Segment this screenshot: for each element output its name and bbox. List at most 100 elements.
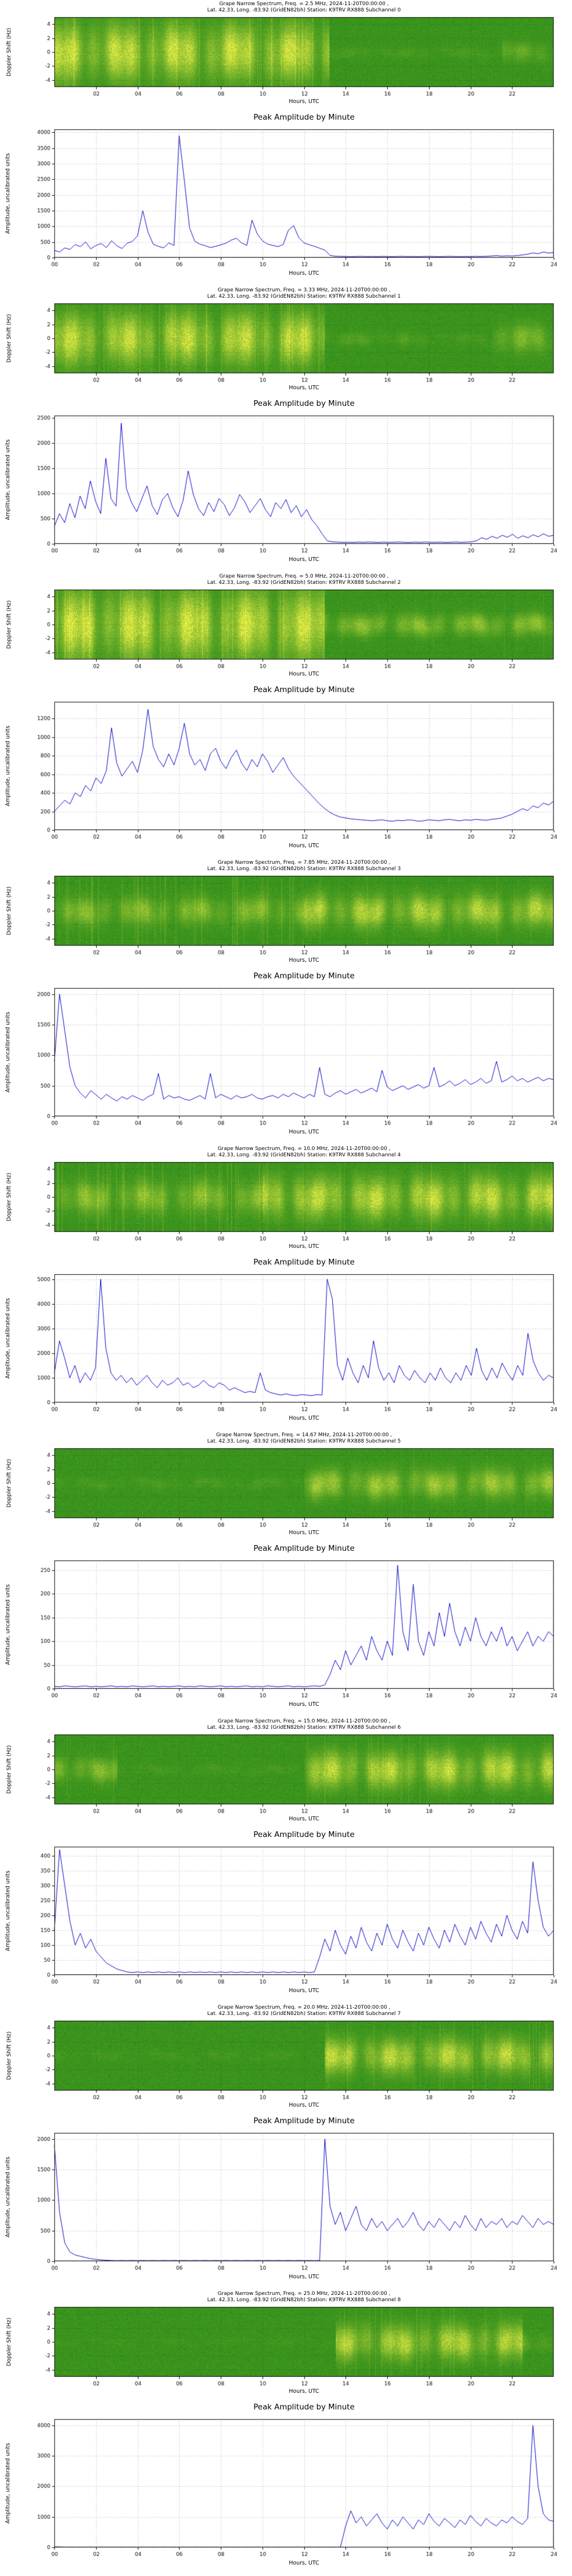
spectrogram-canvas-6 xyxy=(0,1717,572,1827)
peak-amplitude-figure: Peak Amplitude by Minute Amplitude, unca… xyxy=(0,396,572,572)
peak-amplitude-title: Peak Amplitude by Minute xyxy=(253,113,355,122)
spectrogram-canvas-8 xyxy=(0,2290,572,2400)
peak-amplitude-xlabel: Hours, UTC xyxy=(289,843,319,849)
subchannel-section-3: Grape Narrow Spectrum, Freq. = 7.85 MHz,… xyxy=(0,859,572,1145)
spectrogram-subtitle: Lat. 42.33, Long. -83.92 (GridEN82bh) St… xyxy=(207,2011,401,2017)
peak-amplitude-ylabel: Amplitude, uncalibrated units xyxy=(5,1870,11,1951)
peak-amplitude-title: Peak Amplitude by Minute xyxy=(253,1258,355,1267)
peak-amplitude-canvas-3 xyxy=(0,969,572,1145)
subchannel-section-5: Grape Narrow Spectrum, Freq. = 14.67 MHz… xyxy=(0,1431,572,1717)
spectrogram-title: Grape Narrow Spectrum, Freq. = 20.0 MHz,… xyxy=(217,2005,391,2010)
peak-amplitude-ylabel: Amplitude, uncalibrated units xyxy=(5,2156,11,2238)
subchannel-section-8: Grape Narrow Spectrum, Freq. = 25.0 MHz,… xyxy=(0,2290,572,2576)
spectrogram-figure: Grape Narrow Spectrum, Freq. = 7.85 MHz,… xyxy=(0,859,572,969)
spectrogram-subtitle: Lat. 42.33, Long. -83.92 (GridEN82bh) St… xyxy=(207,1152,401,1158)
spectrogram-xlabel: Hours, UTC xyxy=(289,957,319,963)
spectrogram-subtitle: Lat. 42.33, Long. -83.92 (GridEN82bh) St… xyxy=(207,1725,401,1730)
spectrogram-ylabel: Doppler Shift (Hz) xyxy=(6,27,13,77)
spectrogram-title: Grape Narrow Spectrum, Freq. = 10.0 MHz,… xyxy=(217,1146,391,1152)
spectrogram-canvas-4 xyxy=(0,1145,572,1255)
peak-amplitude-xlabel: Hours, UTC xyxy=(289,2560,319,2566)
spectrogram-title: Grape Narrow Spectrum, Freq. = 14.67 MHz… xyxy=(216,1432,392,1438)
spectrogram-xlabel: Hours, UTC xyxy=(289,1530,319,1536)
peak-amplitude-canvas-2 xyxy=(0,682,572,859)
peak-amplitude-figure: Peak Amplitude by Minute Amplitude, unca… xyxy=(0,969,572,1145)
spectrogram-xlabel: Hours, UTC xyxy=(289,385,319,391)
spectrogram-canvas-2 xyxy=(0,572,572,682)
spectrogram-figure: Grape Narrow Spectrum, Freq. = 2.5 MHz, … xyxy=(0,0,572,110)
peak-amplitude-figure: Peak Amplitude by Minute Amplitude, unca… xyxy=(0,110,572,286)
peak-amplitude-figure: Peak Amplitude by Minute Amplitude, unca… xyxy=(0,1827,572,2004)
peak-amplitude-xlabel: Hours, UTC xyxy=(289,2274,319,2280)
peak-amplitude-xlabel: Hours, UTC xyxy=(289,1988,319,1994)
peak-amplitude-figure: Peak Amplitude by Minute Amplitude, unca… xyxy=(0,1541,572,1717)
peak-amplitude-canvas-0 xyxy=(0,110,572,286)
spectrogram-xlabel: Hours, UTC xyxy=(289,2102,319,2108)
spectrogram-canvas-1 xyxy=(0,286,572,396)
spectrogram-xlabel: Hours, UTC xyxy=(289,2388,319,2395)
peak-amplitude-ylabel: Amplitude, uncalibrated units xyxy=(5,725,11,807)
subchannel-section-0: Grape Narrow Spectrum, Freq. = 2.5 MHz, … xyxy=(0,0,572,286)
peak-amplitude-ylabel: Amplitude, uncalibrated units xyxy=(5,153,11,234)
peak-amplitude-figure: Peak Amplitude by Minute Amplitude, unca… xyxy=(0,2113,572,2290)
spectrogram-xlabel: Hours, UTC xyxy=(289,671,319,677)
spectrogram-subtitle: Lat. 42.33, Long. -83.92 (GridEN82bh) St… xyxy=(207,866,401,872)
spectrogram-title: Grape Narrow Spectrum, Freq. = 7.85 MHz,… xyxy=(217,860,391,866)
spectrogram-ylabel: Doppler Shift (Hz) xyxy=(6,1459,13,1508)
spectrogram-subtitle: Lat. 42.33, Long. -83.92 (GridEN82bh) St… xyxy=(207,580,401,586)
subchannel-section-2: Grape Narrow Spectrum, Freq. = 5.0 MHz, … xyxy=(0,572,572,859)
peak-amplitude-canvas-8 xyxy=(0,2400,572,2576)
spectrogram-canvas-5 xyxy=(0,1431,572,1541)
spectrogram-title: Grape Narrow Spectrum, Freq. = 2.5 MHz, … xyxy=(219,1,389,7)
spectrogram-title: Grape Narrow Spectrum, Freq. = 3.33 MHz,… xyxy=(217,287,391,293)
peak-amplitude-figure: Peak Amplitude by Minute Amplitude, unca… xyxy=(0,682,572,859)
peak-amplitude-title: Peak Amplitude by Minute xyxy=(253,685,355,694)
peak-amplitude-title: Peak Amplitude by Minute xyxy=(253,2116,355,2125)
spectrogram-subtitle: Lat. 42.33, Long. -83.92 (GridEN82bh) St… xyxy=(207,294,401,299)
spectrogram-ylabel: Doppler Shift (Hz) xyxy=(6,1172,13,1222)
subchannel-section-7: Grape Narrow Spectrum, Freq. = 20.0 MHz,… xyxy=(0,2004,572,2290)
peak-amplitude-figure: Peak Amplitude by Minute Amplitude, unca… xyxy=(0,2400,572,2576)
spectrogram-title: Grape Narrow Spectrum, Freq. = 15.0 MHz,… xyxy=(217,1718,391,1724)
peak-amplitude-title: Peak Amplitude by Minute xyxy=(253,1830,355,1839)
spectrogram-title: Grape Narrow Spectrum, Freq. = 25.0 MHz,… xyxy=(217,2291,391,2297)
peak-amplitude-xlabel: Hours, UTC xyxy=(289,1701,319,1708)
spectrogram-xlabel: Hours, UTC xyxy=(289,1816,319,1822)
spectrogram-figure: Grape Narrow Spectrum, Freq. = 25.0 MHz,… xyxy=(0,2290,572,2400)
peak-amplitude-ylabel: Amplitude, uncalibrated units xyxy=(5,1584,11,1665)
spectrogram-xlabel: Hours, UTC xyxy=(289,98,319,105)
spectrogram-canvas-7 xyxy=(0,2004,572,2113)
spectrogram-ylabel: Doppler Shift (Hz) xyxy=(6,2031,13,2080)
spectrogram-ylabel: Doppler Shift (Hz) xyxy=(6,1745,13,1794)
peak-amplitude-figure: Peak Amplitude by Minute Amplitude, unca… xyxy=(0,1255,572,1431)
spectrogram-figure: Grape Narrow Spectrum, Freq. = 15.0 MHz,… xyxy=(0,1717,572,1827)
spectrogram-title: Grape Narrow Spectrum, Freq. = 5.0 MHz, … xyxy=(219,574,389,579)
spectrogram-ylabel: Doppler Shift (Hz) xyxy=(6,600,13,649)
peak-amplitude-ylabel: Amplitude, uncalibrated units xyxy=(5,2443,11,2524)
peak-amplitude-canvas-6 xyxy=(0,1827,572,2004)
peak-amplitude-ylabel: Amplitude, uncalibrated units xyxy=(5,1298,11,1379)
peak-amplitude-xlabel: Hours, UTC xyxy=(289,1129,319,1135)
subchannel-section-1: Grape Narrow Spectrum, Freq. = 3.33 MHz,… xyxy=(0,286,572,572)
spectrogram-figure: Grape Narrow Spectrum, Freq. = 3.33 MHz,… xyxy=(0,286,572,396)
subchannel-section-4: Grape Narrow Spectrum, Freq. = 10.0 MHz,… xyxy=(0,1145,572,1431)
spectrogram-ylabel: Doppler Shift (Hz) xyxy=(6,314,13,363)
spectrogram-figure: Grape Narrow Spectrum, Freq. = 14.67 MHz… xyxy=(0,1431,572,1541)
spectrogram-subtitle: Lat. 42.33, Long. -83.92 (GridEN82bh) St… xyxy=(207,7,401,13)
peak-amplitude-title: Peak Amplitude by Minute xyxy=(253,2403,355,2412)
spectrogram-figure: Grape Narrow Spectrum, Freq. = 5.0 MHz, … xyxy=(0,572,572,682)
spectrogram-subtitle: Lat. 42.33, Long. -83.92 (GridEN82bh) St… xyxy=(207,2297,401,2303)
spectrogram-canvas-3 xyxy=(0,859,572,969)
spectrogram-ylabel: Doppler Shift (Hz) xyxy=(6,2317,13,2366)
peak-amplitude-canvas-1 xyxy=(0,396,572,572)
spectrogram-subtitle: Lat. 42.33, Long. -83.92 (GridEN82bh) St… xyxy=(207,1439,401,1444)
peak-amplitude-title: Peak Amplitude by Minute xyxy=(253,1544,355,1553)
subchannel-section-6: Grape Narrow Spectrum, Freq. = 15.0 MHz,… xyxy=(0,1717,572,2004)
peak-amplitude-xlabel: Hours, UTC xyxy=(289,1415,319,1421)
peak-amplitude-xlabel: Hours, UTC xyxy=(289,270,319,276)
peak-amplitude-canvas-7 xyxy=(0,2113,572,2290)
spectrogram-figure: Grape Narrow Spectrum, Freq. = 10.0 MHz,… xyxy=(0,1145,572,1255)
spectrogram-canvas-0 xyxy=(0,0,572,110)
peak-amplitude-title: Peak Amplitude by Minute xyxy=(253,399,355,408)
